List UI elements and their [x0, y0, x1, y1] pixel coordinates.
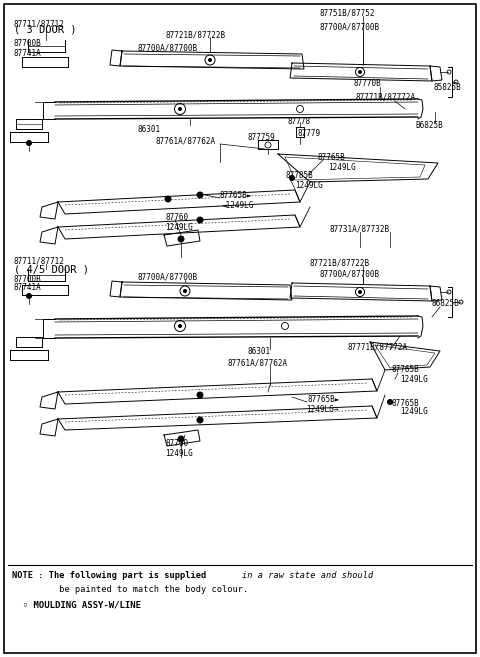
Text: 86301: 86301	[138, 124, 161, 133]
Text: 87700A/87700B: 87700A/87700B	[138, 273, 198, 281]
Text: 87765B: 87765B	[392, 365, 420, 374]
FancyBboxPatch shape	[4, 4, 476, 653]
Text: 87700A/87700B: 87700A/87700B	[320, 269, 380, 279]
Text: 87765B: 87765B	[318, 152, 346, 162]
Text: 86825B: 86825B	[432, 300, 460, 309]
Circle shape	[289, 175, 295, 181]
Circle shape	[359, 290, 361, 294]
Circle shape	[359, 70, 361, 74]
Text: 87770B: 87770B	[353, 79, 381, 89]
Text: 87760: 87760	[165, 212, 188, 221]
Text: 87700A/87700B: 87700A/87700B	[138, 43, 198, 53]
Text: 85825B: 85825B	[434, 83, 462, 91]
Circle shape	[197, 192, 203, 198]
Circle shape	[387, 399, 393, 405]
Text: 1249LG: 1249LG	[165, 223, 193, 231]
Text: 87771B/87772A: 87771B/87772A	[348, 342, 408, 351]
Text: 1249LG: 1249LG	[400, 374, 428, 384]
Text: 1249LG: 1249LG	[165, 449, 193, 459]
Circle shape	[197, 217, 203, 223]
Circle shape	[197, 417, 203, 423]
Text: 87771B/87772A: 87771B/87772A	[355, 93, 415, 101]
Text: 87760: 87760	[165, 440, 188, 449]
Text: 1249LG: 1249LG	[295, 181, 323, 189]
Circle shape	[26, 294, 32, 298]
Text: B6825B: B6825B	[415, 120, 443, 129]
Text: ◄1249LG: ◄1249LG	[222, 200, 254, 210]
Text: in a raw state and should: in a raw state and should	[242, 570, 373, 579]
Text: 1249LG: 1249LG	[400, 407, 428, 417]
Text: 87765B: 87765B	[392, 399, 420, 407]
Text: be painted to match the body colour.: be painted to match the body colour.	[12, 585, 248, 593]
Circle shape	[165, 196, 171, 202]
Text: 87751B/87752: 87751B/87752	[320, 9, 375, 18]
Text: 87765B►: 87765B►	[307, 394, 339, 403]
Circle shape	[178, 236, 184, 242]
Text: 87741A: 87741A	[14, 284, 42, 292]
Text: 87731A/87732B: 87731A/87732B	[330, 225, 390, 233]
Text: 87778: 87778	[287, 116, 310, 125]
Text: 87741A: 87741A	[14, 49, 42, 58]
Text: 1249LG: 1249LG	[328, 162, 356, 171]
Text: 1249LG→: 1249LG→	[306, 405, 338, 413]
Text: 87700B: 87700B	[14, 39, 42, 49]
Text: 877759: 877759	[248, 133, 276, 141]
Text: 87700B: 87700B	[14, 275, 42, 284]
Text: 87721B/87722B: 87721B/87722B	[165, 30, 225, 39]
Circle shape	[178, 436, 184, 442]
Text: ◦ MOULDING ASSY-W/LINE: ◦ MOULDING ASSY-W/LINE	[12, 600, 141, 610]
Text: 87721B/87722B: 87721B/87722B	[310, 258, 370, 267]
Circle shape	[208, 58, 212, 62]
Text: 87711/87712: 87711/87712	[14, 256, 65, 265]
Circle shape	[197, 392, 203, 398]
Text: 87700A/87700B: 87700A/87700B	[320, 22, 380, 32]
Text: 87765B►: 87765B►	[220, 191, 252, 200]
Text: 87761A/87762A: 87761A/87762A	[228, 359, 288, 367]
Text: 87785B: 87785B	[285, 171, 313, 179]
Circle shape	[26, 141, 32, 145]
Text: 87779: 87779	[298, 129, 321, 137]
Text: 86301: 86301	[248, 348, 271, 357]
Text: ( 3 DOOR ): ( 3 DOOR )	[14, 25, 76, 35]
Text: ( 4/5 DOOR ): ( 4/5 DOOR )	[14, 264, 89, 274]
Circle shape	[183, 290, 187, 292]
Text: NOTE : The following part is supplied: NOTE : The following part is supplied	[12, 570, 212, 579]
Circle shape	[179, 108, 181, 110]
Text: 87711/87712: 87711/87712	[14, 20, 65, 28]
Circle shape	[179, 325, 181, 327]
Text: 87761A/87762A: 87761A/87762A	[155, 137, 215, 145]
